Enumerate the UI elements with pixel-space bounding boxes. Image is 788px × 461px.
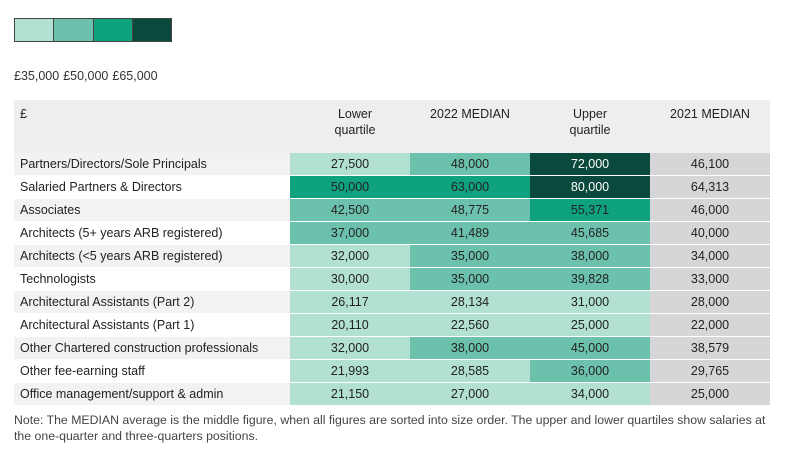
legend-label-3: £65,000	[112, 69, 158, 83]
upper-quartile-cell: 31,000	[530, 290, 650, 314]
table-row: Other fee-earning staff 21,993 28,585 36,00…	[14, 359, 770, 383]
row-label: Associates	[14, 198, 290, 222]
lower-quartile-cell: 32,000	[290, 336, 410, 360]
median-2022-cell: 28,585	[410, 359, 530, 383]
median-2021-cell: 46,100	[650, 153, 770, 176]
row-label: Architectural Assistants (Part 1)	[14, 313, 290, 337]
lower-quartile-cell: 37,000	[290, 221, 410, 245]
header-upper-quartile: Upper quartile	[530, 100, 650, 153]
median-2022-cell: 48,775	[410, 198, 530, 222]
median-2021-cell: 28,000	[650, 290, 770, 314]
table-row: Associates 42,500 48,775 55,371 46,000	[14, 198, 770, 222]
footnote: Note: The MEDIAN average is the middle f…	[14, 413, 766, 443]
upper-quartile-cell: 80,000	[530, 175, 650, 199]
median-2022-cell: 27,000	[410, 382, 530, 406]
legend-swatch-4	[132, 19, 171, 41]
lower-quartile-cell: 21,993	[290, 359, 410, 383]
upper-quartile-cell: 36,000	[530, 359, 650, 383]
table-row: Partners/Directors/Sole Principals 27,500…	[14, 153, 770, 176]
row-label: Partners/Directors/Sole Principals	[14, 153, 290, 176]
upper-quartile-cell: 38,000	[530, 244, 650, 268]
upper-quartile-cell: 45,000	[530, 336, 650, 360]
lower-quartile-cell: 32,000	[290, 244, 410, 268]
median-2021-cell: 40,000	[650, 221, 770, 245]
row-label: Architects (5+ years ARB registered)	[14, 221, 290, 245]
median-2021-cell: 64,313	[650, 175, 770, 199]
row-label: Architects (<5 years ARB registered)	[14, 244, 290, 268]
table-row: Technologists 30,000 35,000 39,828 33,000	[14, 267, 770, 291]
legend-labels: £35,000 £50,000 £65,000	[14, 69, 172, 83]
table-row: Architects (5+ years ARB registered) 37,0…	[14, 221, 770, 245]
median-2022-cell: 28,134	[410, 290, 530, 314]
median-2021-cell: 46,000	[650, 198, 770, 222]
table-header-row: £ Lower quartile 2022 MEDIAN Upper quart…	[14, 100, 770, 153]
table-row: Other Chartered construction professiona…	[14, 336, 770, 360]
legend-swatch-3	[93, 19, 133, 41]
median-2021-cell: 34,000	[650, 244, 770, 268]
median-2022-cell: 38,000	[410, 336, 530, 360]
header-2022-median: 2022 MEDIAN	[410, 100, 530, 153]
median-2022-cell: 48,000	[410, 153, 530, 176]
row-label: Office management/support & admin	[14, 382, 290, 406]
legend-swatch-2	[54, 19, 94, 41]
table-row: Salaried Partners & Directors 50,000 63,00…	[14, 175, 770, 199]
row-label: Architectural Assistants (Part 2)	[14, 290, 290, 314]
median-2022-cell: 63,000	[410, 175, 530, 199]
lower-quartile-cell: 26,117	[290, 290, 410, 314]
median-2022-cell: 41,489	[410, 221, 530, 245]
table-row: Office management/support & admin 21,150 2…	[14, 382, 770, 406]
lower-quartile-cell: 20,110	[290, 313, 410, 337]
legend-label-2: £50,000	[63, 69, 109, 83]
median-2021-cell: 29,765	[650, 359, 770, 383]
upper-quartile-cell: 55,371	[530, 198, 650, 222]
table-row: Architects (<5 years ARB registered) 32,0…	[14, 244, 770, 268]
lower-quartile-cell: 50,000	[290, 175, 410, 199]
lower-quartile-cell: 21,150	[290, 382, 410, 406]
median-2021-cell: 25,000	[650, 382, 770, 406]
median-2021-cell: 22,000	[650, 313, 770, 337]
table-body: Partners/Directors/Sole Principals 27,500…	[14, 153, 770, 406]
color-legend: £35,000 £50,000 £65,000	[14, 18, 172, 83]
legend-label-1: £35,000	[14, 69, 60, 83]
median-2022-cell: 22,560	[410, 313, 530, 337]
row-label: Other fee-earning staff	[14, 359, 290, 383]
header-lower-quartile: Lower quartile	[290, 100, 410, 153]
legend-color-bar	[14, 18, 172, 42]
median-2022-cell: 35,000	[410, 244, 530, 268]
upper-quartile-cell: 39,828	[530, 267, 650, 291]
row-label: Technologists	[14, 267, 290, 291]
lower-quartile-cell: 42,500	[290, 198, 410, 222]
lower-quartile-cell: 30,000	[290, 267, 410, 291]
upper-quartile-cell: 25,000	[530, 313, 650, 337]
median-2021-cell: 33,000	[650, 267, 770, 291]
currency-header: £	[14, 100, 290, 153]
legend-swatch-1	[15, 19, 55, 41]
median-2022-cell: 35,000	[410, 267, 530, 291]
upper-quartile-cell: 45,685	[530, 221, 650, 245]
lower-quartile-cell: 27,500	[290, 153, 410, 176]
salary-table: £ Lower quartile 2022 MEDIAN Upper quart…	[14, 100, 770, 406]
upper-quartile-cell: 34,000	[530, 382, 650, 406]
row-label: Other Chartered construction professiona…	[14, 336, 290, 360]
table-row: Architectural Assistants (Part 2) 26,117 2…	[14, 290, 770, 314]
header-2021-median: 2021 MEDIAN	[650, 100, 770, 153]
table-row: Architectural Assistants (Part 1) 20,110 2…	[14, 313, 770, 337]
median-2021-cell: 38,579	[650, 336, 770, 360]
upper-quartile-cell: 72,000	[530, 153, 650, 176]
row-label: Salaried Partners & Directors	[14, 175, 290, 199]
